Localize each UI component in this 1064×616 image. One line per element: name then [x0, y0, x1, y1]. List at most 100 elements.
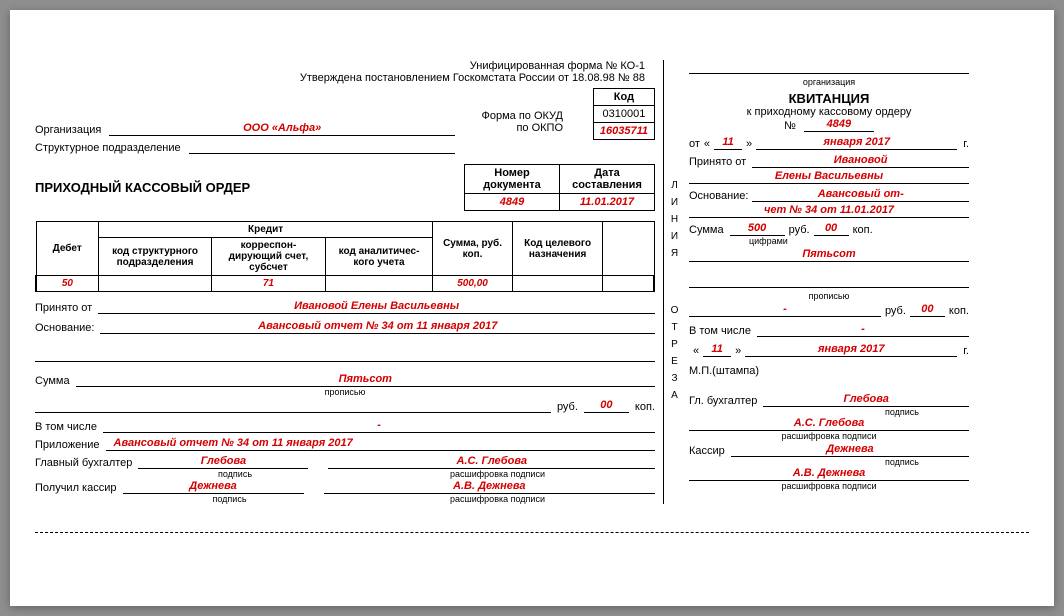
- chief-sign-caption: подпись: [150, 469, 320, 479]
- r-basis-value1: Авансовый от-: [752, 188, 969, 202]
- r-org-caption: организация: [689, 77, 969, 87]
- doc-title: ПРИХОДНЫЙ КАССОВЫЙ ОРДЕР: [35, 180, 464, 195]
- r-monthyear: января 2017: [756, 136, 957, 150]
- order-panel: Унифицированная форма № КО-1 Утверждена …: [35, 60, 655, 504]
- org-value: ООО «Альфа»: [109, 122, 455, 136]
- okud-value: 0310001: [593, 106, 654, 123]
- rub-label: руб.: [557, 401, 578, 413]
- cashier-name-caption: расшифровка подписи: [340, 494, 655, 504]
- r-kop-label: коп.: [853, 224, 873, 236]
- r-num: 4849: [804, 118, 874, 132]
- r-sum-rub: 500: [730, 222, 785, 236]
- incl-value: -: [103, 419, 655, 433]
- code-label: Код: [593, 89, 654, 106]
- r-sum-cont: [689, 274, 969, 288]
- gv-struct: [98, 276, 211, 292]
- receipt-panel: организация КВИТАНЦИЯ к приходному кассо…: [689, 60, 969, 504]
- r-kop2-value: 00: [910, 303, 945, 317]
- r-cashier-name: А.В. Дежнева: [689, 467, 969, 481]
- r-chief-name: А.С. Глебова: [689, 417, 969, 431]
- okpo-value: 16035711: [593, 123, 654, 140]
- gh-struct: код структурного подразделения: [98, 238, 211, 276]
- basis-value: Авансовый отчет № 34 от 11 января 2017: [100, 320, 655, 334]
- r-to-order: к приходному кассовому ордеру: [689, 106, 969, 118]
- chief-label: Главный бухгалтер: [35, 457, 132, 469]
- r-org-line: [689, 60, 969, 74]
- page: Унифицированная форма № КО-1 Утверждена …: [10, 10, 1054, 606]
- r-cashier-label: Кассир: [689, 445, 725, 457]
- r-stamp: М.П.(штампа): [689, 365, 969, 377]
- okud-label: Форма по ОКУД: [482, 110, 564, 122]
- accounting-grid: Дебет Кредит Сумма, руб. коп. Код целево…: [35, 221, 655, 292]
- r-cashier-sign: Дежнева: [731, 443, 969, 457]
- r-from-label: Принято от: [689, 156, 746, 168]
- r-from-date: от: [689, 138, 700, 150]
- gh-anal: код аналитичес-кого учета: [325, 238, 433, 276]
- docnum-value: 4849: [465, 194, 560, 211]
- org-label: Организация: [35, 124, 101, 136]
- r-chief-sign: Глебова: [763, 393, 969, 407]
- tear-line: [35, 532, 1029, 533]
- r-chief-sign-cap: подпись: [689, 407, 969, 417]
- code-table: Код 0310001 16035711: [593, 88, 655, 140]
- sum-cont: [35, 399, 551, 413]
- attach-label: Приложение: [35, 439, 100, 451]
- r-incl-label: В том числе: [689, 325, 751, 337]
- gv-corr: 71: [212, 276, 325, 292]
- form-header: Унифицированная форма № КО-1 Утверждена …: [35, 60, 655, 84]
- gh-sum: Сумма, руб. коп.: [433, 222, 512, 276]
- r-rub-label: руб.: [789, 224, 810, 236]
- dept-label: Структурное подразделение: [35, 142, 181, 154]
- cut-label-2: ОТРЕЗА: [664, 305, 680, 407]
- r-from-value1: Ивановой: [752, 154, 969, 168]
- r-kop2: коп.: [949, 305, 969, 317]
- from-value: Ивановой Елены Васильевны: [98, 300, 655, 314]
- r-year-suffix: г.: [963, 138, 969, 150]
- cut-line: ЛИНИЯ ОТРЕЗА: [663, 60, 681, 504]
- r-sum-text: Пятьсот: [689, 248, 969, 262]
- r-dash: -: [689, 303, 881, 317]
- r-sum-label: Сумма: [689, 224, 724, 236]
- r-year-suffix2: г.: [963, 345, 969, 357]
- okpo-label: по ОКПО: [482, 122, 564, 134]
- gh-purpose: Код целевого назначения: [512, 222, 603, 276]
- chief-sign: Глебова: [138, 455, 308, 469]
- cut-label-1: ЛИНИЯ: [664, 180, 680, 265]
- gh-debit: Дебет: [36, 222, 98, 276]
- chief-name-caption: расшифровка подписи: [340, 469, 655, 479]
- cashier-sign: Дежнева: [123, 480, 304, 494]
- r-sum-kop: 00: [814, 222, 849, 236]
- dept-value: [189, 140, 455, 154]
- r-cashier-sign-cap: подпись: [689, 457, 969, 467]
- cashier-sign-caption: подпись: [139, 494, 320, 504]
- incl-label: В том числе: [35, 421, 97, 433]
- r-rub2: руб.: [885, 305, 906, 317]
- chief-name: А.С. Глебова: [328, 455, 655, 469]
- r-title: КВИТАНЦИЯ: [689, 91, 969, 106]
- form-line1: Унифицированная форма № КО-1: [35, 60, 645, 72]
- kop-value: 00: [584, 399, 629, 413]
- r-monthyear2: января 2017: [745, 343, 957, 357]
- basis-label: Основание:: [35, 322, 94, 334]
- gh-corr: корреспон-дирующий счет, субсчет: [212, 238, 325, 276]
- r-words-caption: прописью: [689, 291, 969, 301]
- r-digits-caption: цифрами: [689, 236, 969, 246]
- cashier-label: Получил кассир: [35, 482, 117, 494]
- docnum-label: Номер документа: [465, 165, 560, 194]
- basis-cont: [35, 348, 655, 362]
- cashier-name: А.В. Дежнева: [324, 480, 656, 494]
- doc-table: Номер документа Дата составления 4849 11…: [464, 164, 655, 211]
- r-day: 11: [714, 136, 742, 150]
- sum-label: Сумма: [35, 375, 70, 387]
- from-label: Принято от: [35, 302, 92, 314]
- gh-credit: Кредит: [98, 222, 433, 238]
- form-content: Унифицированная форма № КО-1 Утверждена …: [35, 60, 1029, 504]
- gv-anal: [325, 276, 433, 292]
- r-cashier-name-cap: расшифровка подписи: [689, 481, 969, 491]
- docdate-label: Дата составления: [560, 165, 655, 194]
- r-chief-name-cap: расшифровка подписи: [689, 431, 969, 441]
- gv-blank: [603, 276, 654, 292]
- attach-value: Авансовый отчет № 34 от 11 января 2017: [106, 437, 655, 451]
- r-day2: 11: [703, 343, 731, 357]
- sum-caption: прописью: [35, 387, 655, 397]
